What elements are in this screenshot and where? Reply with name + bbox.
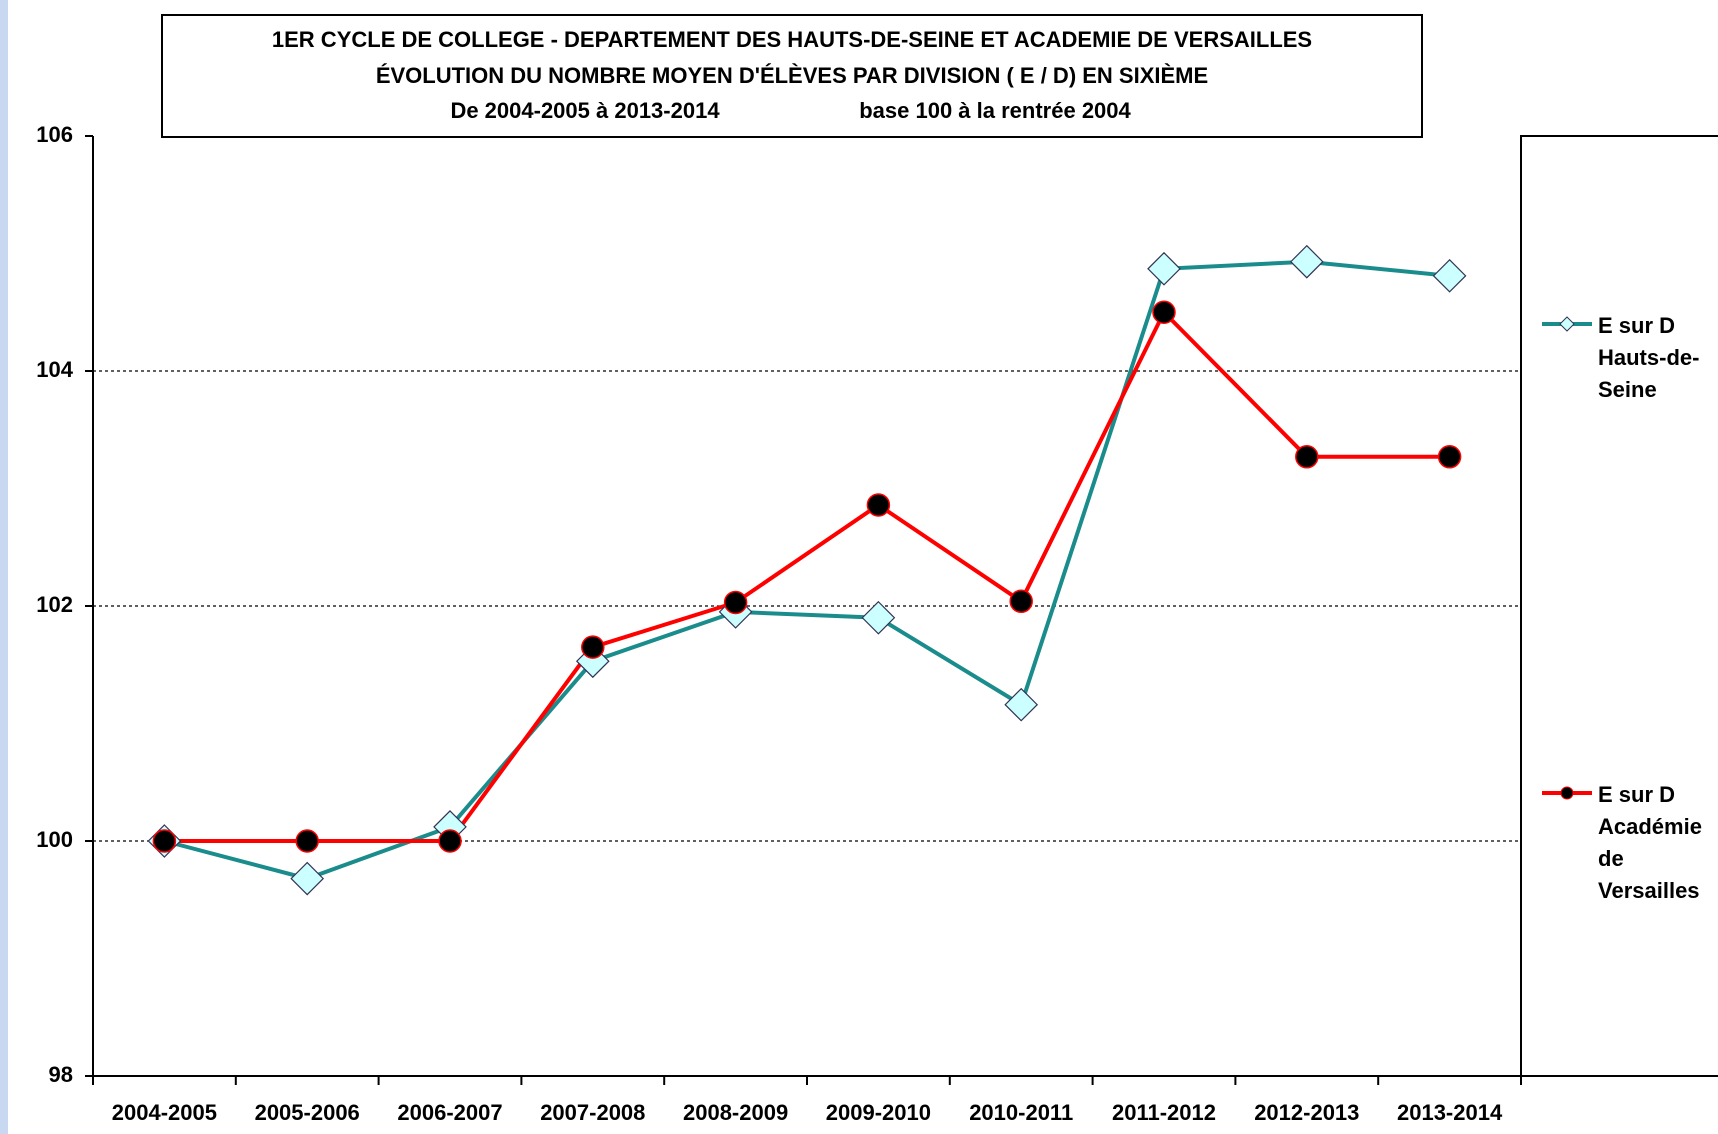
series-line	[163, 259, 1450, 881]
data-point	[1009, 589, 1033, 614]
data-point	[1152, 300, 1176, 324]
x-tick-label: 2007-2008	[540, 1100, 645, 1125]
data-point	[861, 600, 896, 635]
legend-marker	[1559, 316, 1575, 332]
y-tick-label: 104	[36, 357, 73, 382]
data-point	[723, 590, 748, 615]
x-tick-label: 2013-2014	[1397, 1100, 1503, 1125]
chart-subtitle: base 100 à la rentrée 2004	[859, 98, 1131, 123]
x-tick-label: 2012-2013	[1254, 1100, 1359, 1125]
data-point	[295, 829, 319, 853]
legend-label: E sur D Académie de Versailles	[1598, 782, 1702, 903]
x-tick-label: 2005-2006	[255, 1100, 360, 1125]
y-tick-label: 102	[36, 592, 73, 617]
data-point	[1004, 687, 1039, 722]
data-point	[152, 829, 177, 853]
window-edge	[0, 0, 8, 1134]
chart-subtitle: ÉVOLUTION DU NOMBRE MOYEN D'ÉLÈVES PAR D…	[376, 63, 1208, 88]
x-tick-label: 2006-2007	[397, 1100, 502, 1125]
x-tick-label: 2004-2005	[112, 1100, 217, 1125]
data-point	[1147, 251, 1181, 286]
y-tick-label: 100	[36, 827, 73, 852]
series-line	[164, 308, 1450, 843]
x-tick-label: 2011-2012	[1112, 1100, 1216, 1125]
data-point	[1289, 244, 1324, 279]
data-point	[1295, 445, 1319, 469]
data-point	[581, 635, 605, 659]
data-point	[866, 493, 891, 517]
data-point	[1432, 258, 1467, 293]
y-tick-label: 106	[36, 122, 73, 147]
title-box	[161, 14, 1423, 138]
legend-marker	[1560, 786, 1574, 800]
y-tick-label: 98	[49, 1062, 73, 1087]
x-tick-label: 2010-2011	[969, 1100, 1073, 1125]
data-point	[290, 861, 325, 896]
x-tick-label: 2009-2010	[826, 1100, 931, 1125]
data-point	[438, 829, 462, 853]
legend-box	[1520, 135, 1718, 1077]
data-point	[1437, 445, 1462, 469]
x-tick-label: 2008-2009	[683, 1100, 788, 1125]
legend-label: E sur D Hauts-de-Seine	[1598, 313, 1700, 402]
chart-subtitle: De 2004-2005 à 2013-2014	[450, 98, 720, 123]
chart-title: 1ER CYCLE DE COLLEGE - DEPARTEMENT DES H…	[272, 27, 1312, 52]
